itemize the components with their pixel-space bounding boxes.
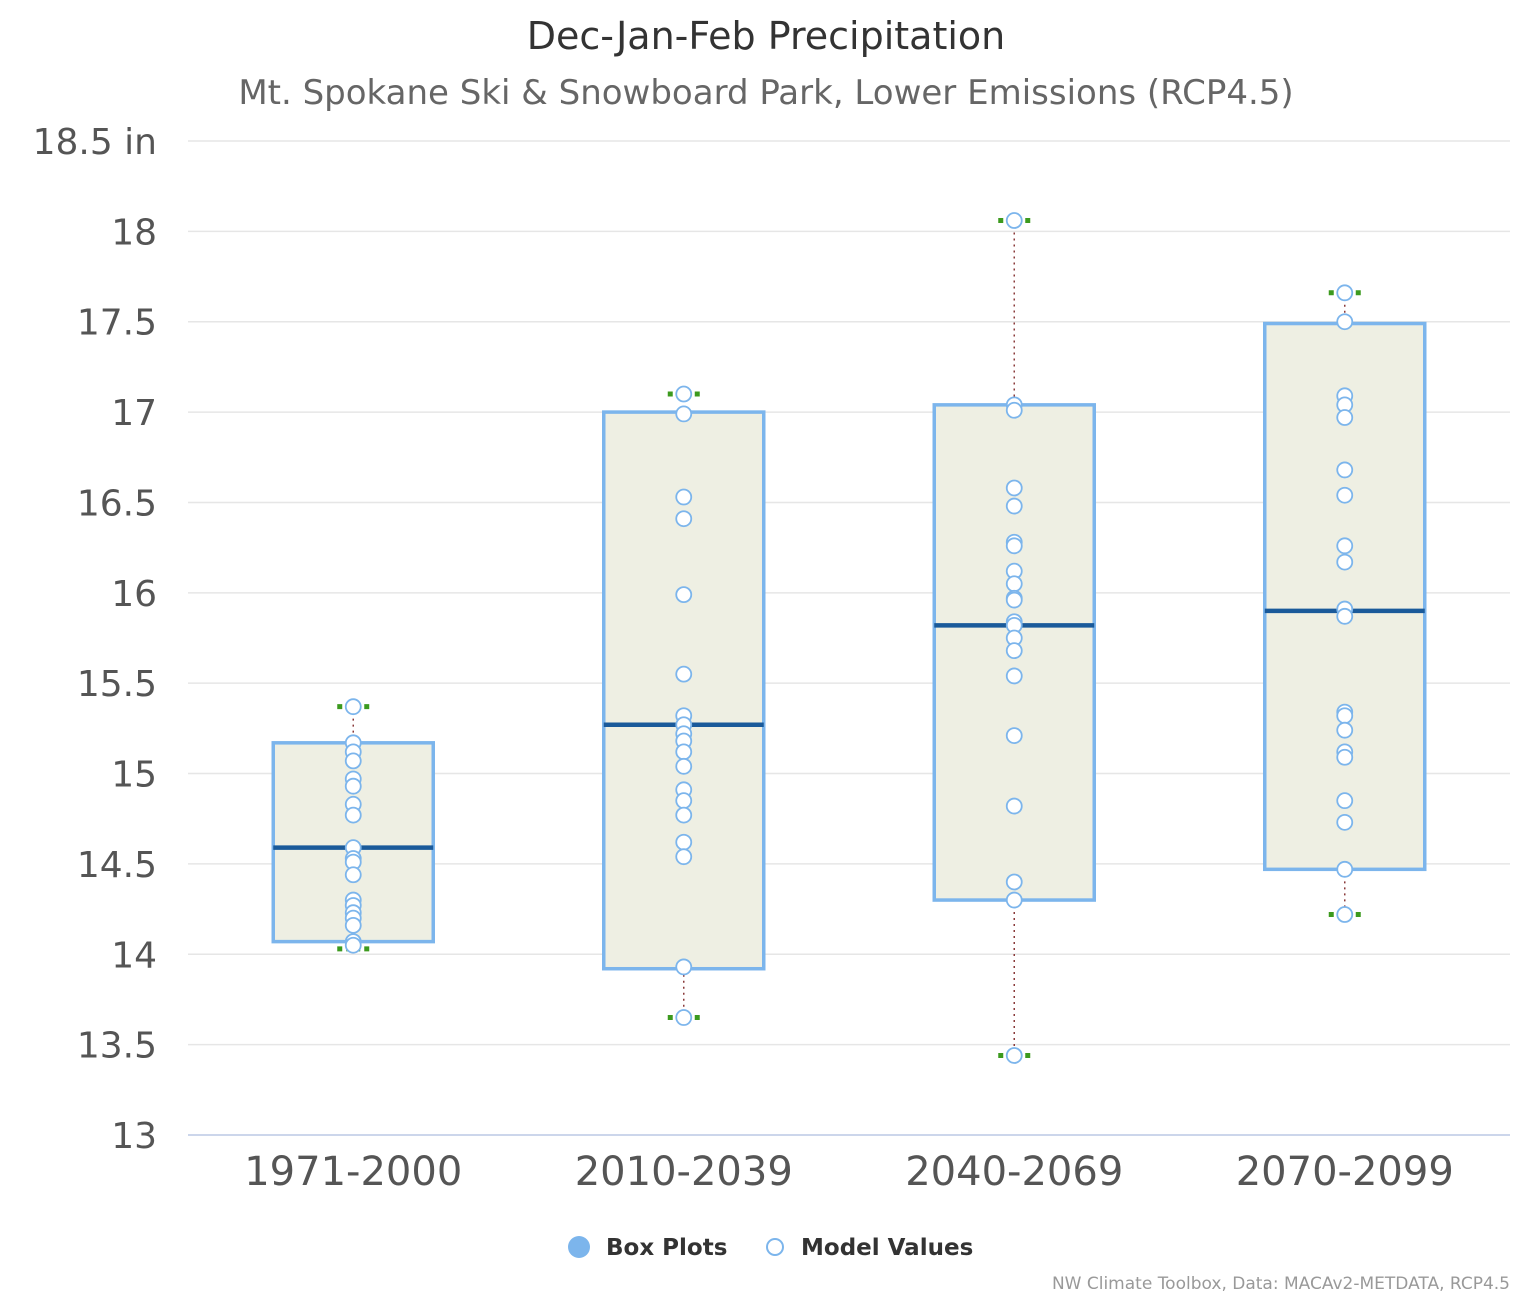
model-value-point: [675, 743, 693, 761]
y-tick-label: 15: [111, 755, 157, 796]
model-value-point: [675, 757, 693, 775]
model-value-point: [1336, 313, 1354, 331]
legend-box-plots-label: Box Plots: [606, 1235, 727, 1261]
chart-title: Dec-Jan-Feb Precipitation: [527, 14, 1006, 58]
model-value-point: [1336, 461, 1354, 479]
model-value-point: [675, 510, 693, 528]
x-tick-label: 2070-2099: [1236, 1149, 1454, 1195]
model-value-point: [1336, 486, 1354, 504]
y-tick-label: 16: [111, 574, 157, 615]
legend-model-values-label: Model Values: [801, 1235, 973, 1261]
chart-subtitle: Mt. Spokane Ski & Snowboard Park, Lower …: [238, 73, 1293, 113]
model-value-point: [1005, 479, 1023, 497]
model-value-point: [1336, 537, 1354, 555]
y-tick-label: 15.5: [77, 664, 157, 705]
model-value-point: [1005, 497, 1023, 515]
model-value-point: [344, 698, 362, 716]
model-value-point: [1005, 891, 1023, 909]
model-values: [344, 212, 1354, 1064]
model-value-point: [675, 405, 693, 423]
model-value-point: [675, 848, 693, 866]
model-value-point: [675, 792, 693, 810]
model-value-point: [344, 936, 362, 954]
model-value-point: [344, 806, 362, 824]
model-value-point: [1336, 748, 1354, 766]
x-tick-label: 2040-2069: [905, 1149, 1123, 1195]
model-value-point: [1336, 792, 1354, 810]
y-tick-label: 18: [111, 212, 157, 253]
model-value-point: [675, 385, 693, 403]
model-value-point: [675, 665, 693, 683]
legend: Box Plots Model Values: [568, 1235, 973, 1261]
model-value-point: [1336, 721, 1354, 739]
model-value-point: [344, 866, 362, 884]
model-value-point: [1005, 1047, 1023, 1064]
model-value-point: [344, 916, 362, 934]
grid-lines: [188, 140, 1510, 1136]
legend-item-model-values[interactable]: Model Values: [766, 1235, 973, 1261]
box-plot-2010-2039: [602, 391, 766, 1021]
model-value-point: [1005, 212, 1023, 229]
x-tick-label: 1971-2000: [244, 1149, 462, 1195]
y-tick-label: 13: [111, 1116, 157, 1157]
legend-item-box-plots[interactable]: Box Plots: [568, 1235, 727, 1261]
model-value-point: [1336, 860, 1354, 878]
model-value-point: [675, 958, 693, 976]
y-axis-tick-labels: 18.5 in 18 17.5 17 16.5 16 15.5 15 14.5 14 13.5 13: [33, 122, 157, 1157]
model-value-point: [675, 488, 693, 506]
y-tick-label: 13.5: [77, 1026, 157, 1067]
model-value-point: [1336, 707, 1354, 725]
model-value-point: [344, 777, 362, 795]
model-value-point: [675, 586, 693, 604]
y-tick-label: 17: [111, 393, 157, 434]
x-axis-tick-labels: 1971-2000 2010-2039 2040-2069 2070-2099: [244, 1149, 1454, 1195]
x-tick-label: 2010-2039: [575, 1149, 793, 1195]
model-value-point: [675, 806, 693, 824]
y-tick-label: 14: [111, 935, 157, 976]
model-value-point: [1005, 727, 1023, 744]
box-plots: [271, 218, 1427, 1058]
model-value-point: [1005, 667, 1023, 685]
chart-credit[interactable]: NW Climate Toolbox, Data: MACAv2-METDATA…: [1052, 1274, 1510, 1294]
model-value-point: [1005, 797, 1023, 815]
model-value-point: [1336, 906, 1354, 923]
model-value-point: [1336, 813, 1354, 831]
model-value-point: [1336, 607, 1354, 625]
model-value-point: [1336, 284, 1354, 302]
model-value-point: [1005, 873, 1023, 891]
model-value-point: [1336, 553, 1354, 571]
model-value-point: [675, 833, 693, 851]
model-value-point: [1005, 575, 1023, 593]
y-tick-label: 17.5: [77, 303, 157, 344]
y-tick-label: 14.5: [77, 845, 157, 886]
legend-model-values-marker: [766, 1238, 784, 1256]
model-value-point: [1005, 642, 1023, 660]
legend-box-plots-marker: [568, 1236, 590, 1258]
model-value-point: [1005, 401, 1023, 419]
model-value-point: [1005, 591, 1023, 609]
model-value-point: [675, 1009, 693, 1026]
model-value-point: [1336, 409, 1354, 426]
model-value-point: [1005, 537, 1023, 555]
y-tick-label: 18.5 in: [33, 122, 157, 163]
y-tick-label: 16.5: [77, 483, 157, 524]
model-value-point: [344, 752, 362, 770]
